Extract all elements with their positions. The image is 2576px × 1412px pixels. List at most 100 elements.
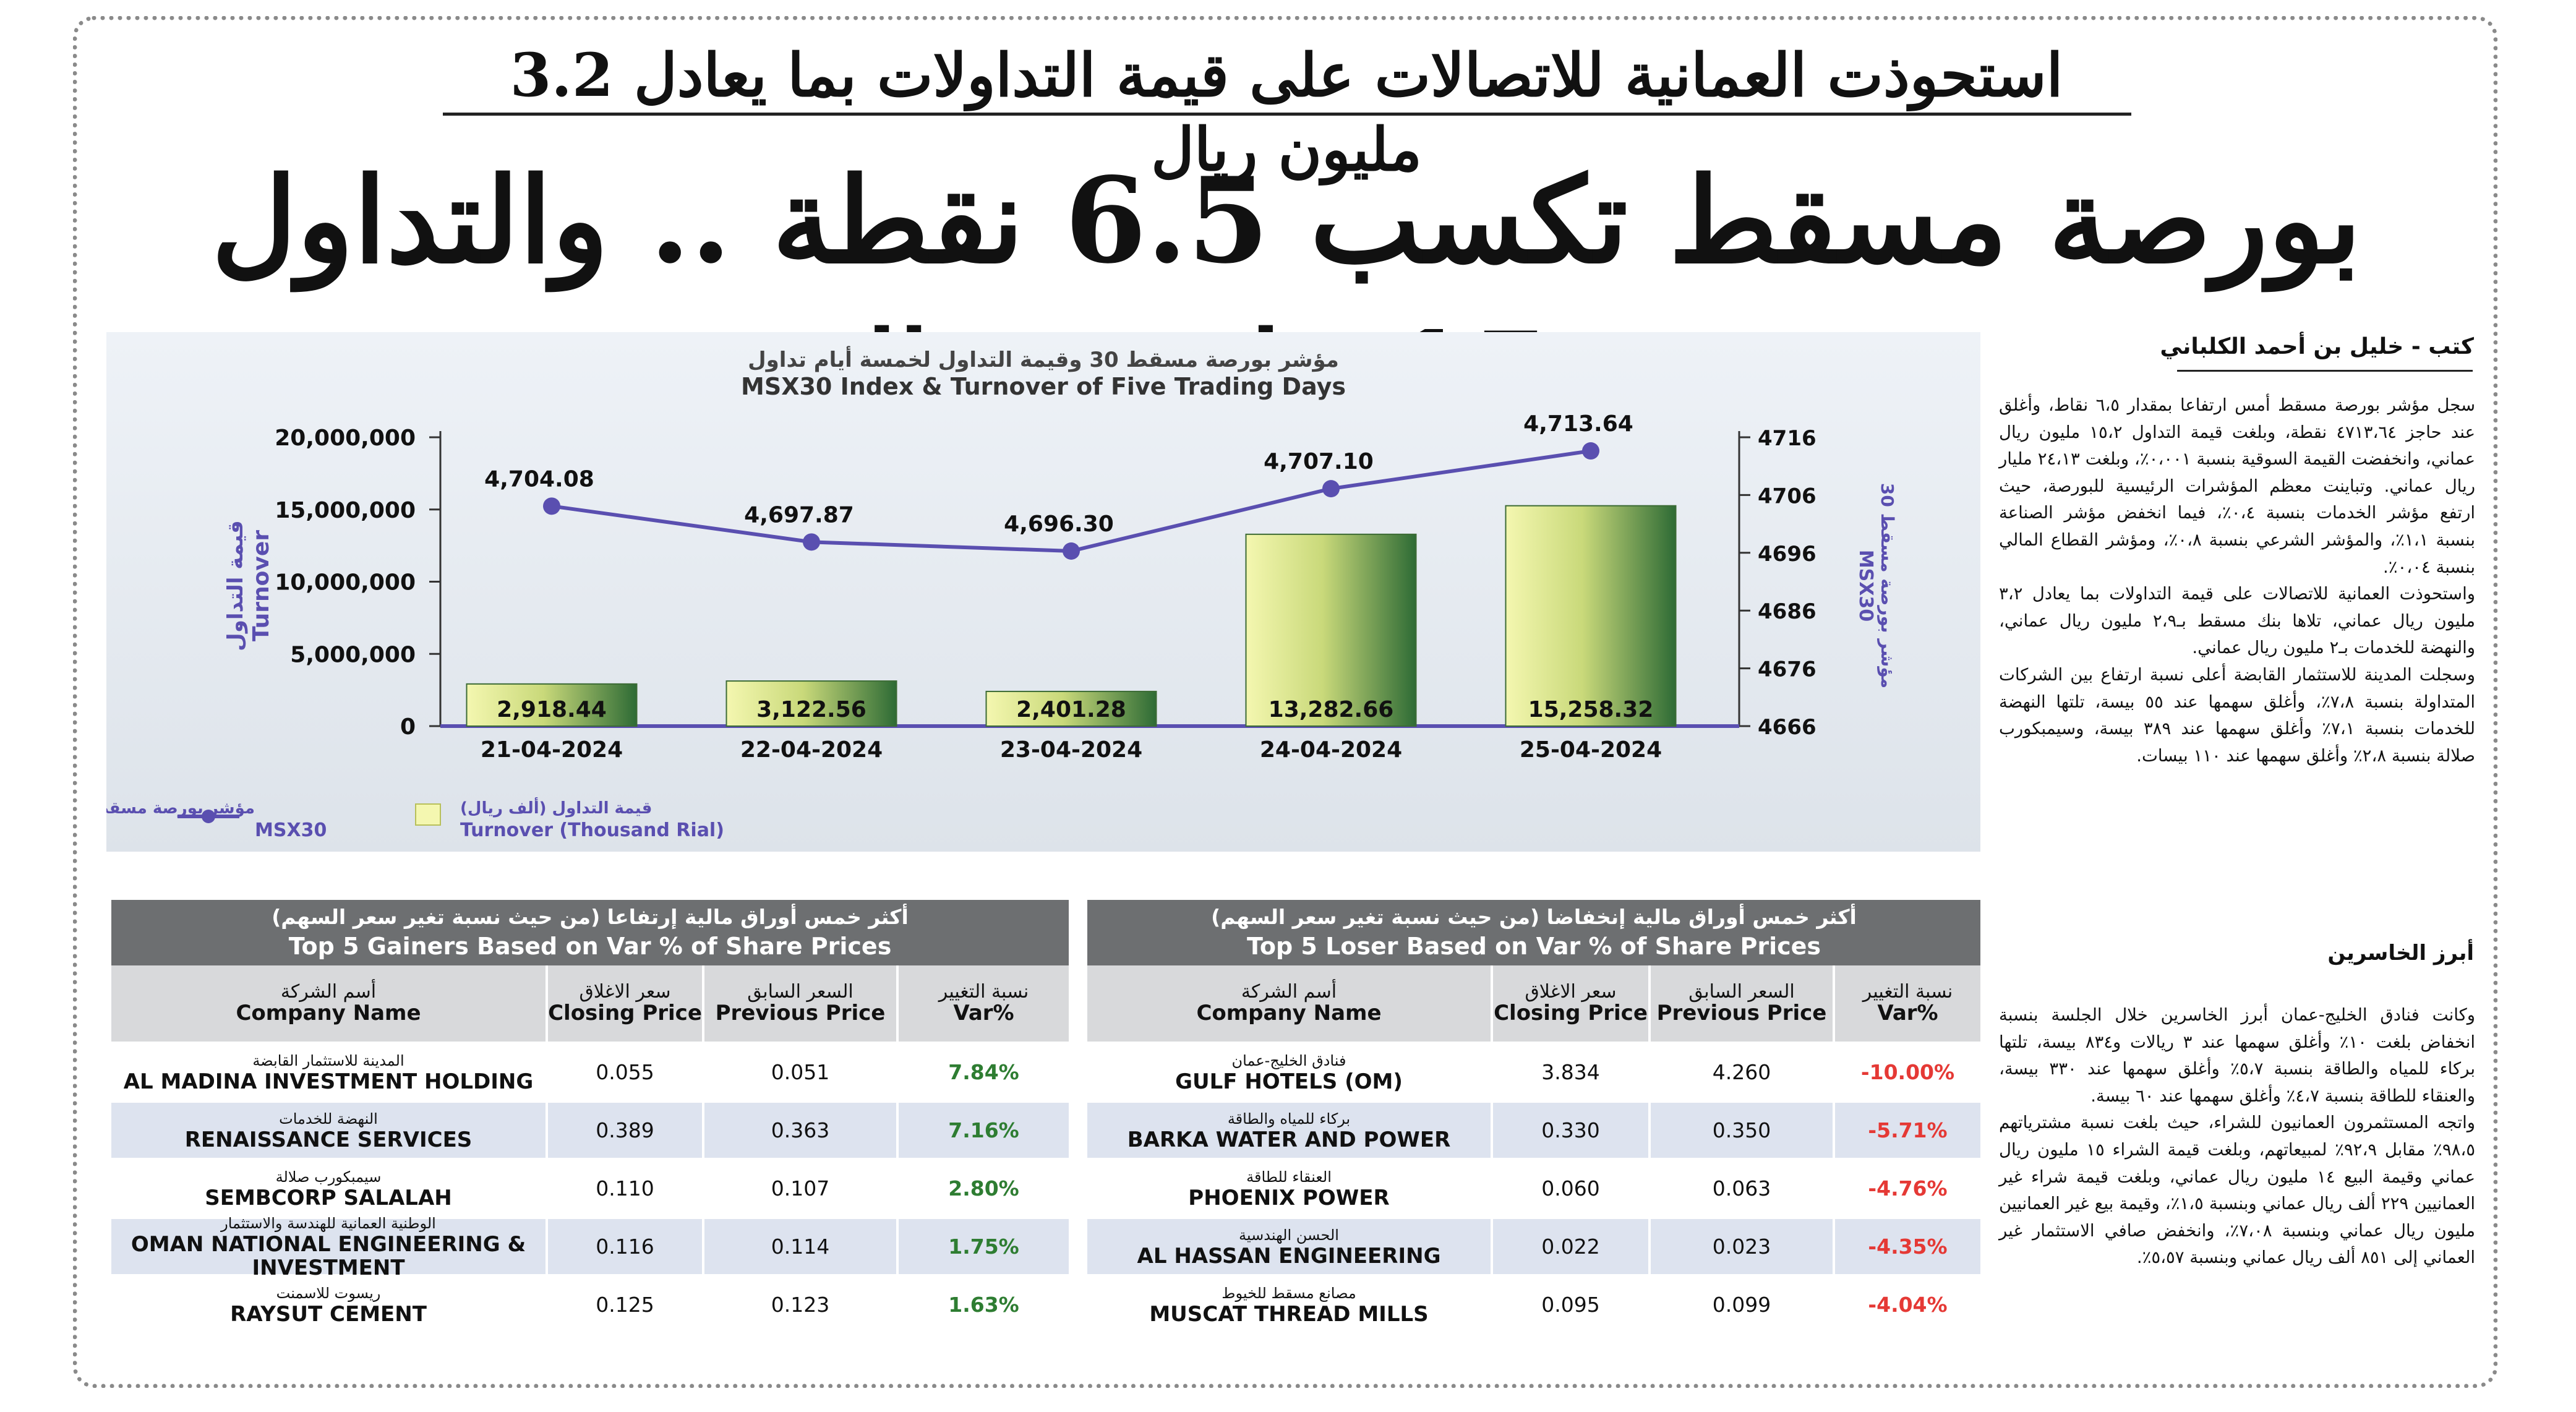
bar-value-label: 13,282.66: [1269, 697, 1394, 722]
closing-price-cell: 0.022: [1493, 1219, 1651, 1274]
company-name-ar: ريسوت للاسمنت: [276, 1284, 381, 1302]
turnover-bar: [725, 680, 897, 727]
article-paragraph: سجل مؤشر بورصة مسقط أمس ارتفاعا بمقدار ٦…: [1999, 395, 2476, 577]
byline-underline: [2177, 370, 2473, 372]
company-name-cell: بركاء للمياه والطاقة BARKA WATER AND POWE…: [1087, 1103, 1493, 1158]
company-name-ar: مصانع مسقط للخيوط: [1222, 1284, 1356, 1302]
company-name-cell: فنادق الخليج-عمان GULF HOTELS (OM): [1087, 1045, 1493, 1100]
legend-msx30-ar: مؤشر بورصة مسقط 30: [106, 799, 255, 818]
turnover-bar: [1245, 533, 1417, 727]
chart-title-en: MSX30 Index & Turnover of Five Trading D…: [741, 373, 1346, 400]
msx30-value-label: 4,697.87: [744, 502, 854, 528]
kicker-underline: [443, 113, 2131, 116]
article-paragraph: وسجلت المدينة للاستثمار القابضة أعلى نسب…: [1999, 664, 2475, 766]
company-name-en: MUSCAT THREAD MILLS: [1149, 1301, 1429, 1327]
previous-price-cell: 0.350: [1651, 1103, 1835, 1158]
var-percent-cell: 7.16%: [948, 1118, 1019, 1142]
left-tick-label: 0: [400, 714, 416, 740]
closing-price-cell: 0.389: [548, 1103, 704, 1158]
company-name-en: AL HASSAN ENGINEERING: [1137, 1243, 1441, 1269]
right-tick-label: 4706: [1758, 484, 1816, 508]
company-name-cell: المدينة للاستثمار القابضة AL MADINA INVES…: [111, 1045, 548, 1100]
company-name-ar: فنادق الخليج-عمان: [1231, 1051, 1346, 1069]
msx30-point: [1063, 542, 1080, 560]
company-name-en: OMAN NATIONAL ENGINEERING & INVESTMENT: [131, 1231, 526, 1280]
chart-title-ar: مؤشر بورصة مسقط 30 وقيمة التداول لخمسة أ…: [748, 348, 1339, 372]
right-tick-label: 4686: [1758, 599, 1816, 624]
header-company-name: أسم الشركة Company Name: [1087, 965, 1493, 1042]
article-paragraph: واستحوذت العمانية للاتصالات على قيمة الت…: [1999, 584, 2475, 658]
company-name-cell: النهضة للخدمات RENAISSANCE SERVICES: [111, 1103, 548, 1158]
losers-table-title: أكثر خمس أوراق مالية إنخفاضا (من حيث نسب…: [1087, 900, 1980, 965]
table-row: العنقاء للطاقة PHOENIX POWER 0.060 0.063 -4.…: [1087, 1161, 1980, 1219]
table-row: بركاء للمياه والطاقة BARKA WATER AND POWE…: [1087, 1103, 1980, 1161]
losers-title-ar: أكثر خمس أوراق مالية إنخفاضا (من حيث نسب…: [1211, 905, 1857, 929]
table-row: سيمبكورب صلالة SEMBCORP SALALAH 0.110 0.107…: [111, 1161, 1069, 1219]
x-tick-label: 24-04-2024: [1260, 737, 1402, 763]
header-company-name: أسم الشركة Company Name: [111, 965, 548, 1042]
closing-price-cell: 0.125: [548, 1277, 704, 1332]
left-tick-label: 20,000,000: [275, 426, 416, 451]
company-name-en: RENAISSANCE SERVICES: [184, 1127, 473, 1152]
turnover-bar: [466, 683, 638, 727]
table-row: الحسن الهندسية AL HASSAN ENGINEERING 0.022…: [1087, 1219, 1980, 1277]
header-previous-price: السعر السابق Previous Price: [1651, 965, 1835, 1042]
legend-turnover-ar: قيمة التداول (ألف ريال): [460, 797, 652, 818]
var-percent-cell: -5.71%: [1868, 1118, 1948, 1142]
gainers-title-en: Top 5 Gainers Based on Var % of Share Pr…: [288, 933, 892, 960]
article-subhead: أبرز الخاسرين: [2327, 941, 2474, 965]
msx30-value-label: 4,704.08: [484, 466, 594, 492]
var-percent-cell: -4.04%: [1868, 1293, 1948, 1317]
bar-value-label: 15,258.32: [1528, 697, 1654, 722]
legend-bar-swatch: [415, 803, 441, 826]
company-name-ar: المدينة للاستثمار القابضة: [252, 1051, 404, 1069]
losers-header-row: أسم الشركة Company Name سعر الاغلاق Clos…: [1087, 965, 1980, 1045]
gainers-title-ar: أكثر خمس أوراق مالية إرتفاعا (من حيث نسب…: [272, 905, 909, 929]
chart-plot: 0 5,000,000 10,000,000 15,000,000 20,000,000…: [106, 411, 1898, 841]
closing-price-cell: 0.110: [548, 1161, 704, 1216]
previous-price-cell: 0.099: [1651, 1277, 1835, 1332]
gainers-header-row: أسم الشركة Company Name سعر الاغلاق Clos…: [111, 965, 1069, 1045]
header-var-percent: نسبة التغيير Var%: [1862, 980, 1953, 1025]
x-tick-label: 21-04-2024: [481, 737, 623, 763]
company-name-cell: الوطنية العمانية للهندسة والاستثمار OMAN …: [111, 1215, 548, 1280]
company-name-cell: سيمبكورب صلالة SEMBCORP SALALAH: [111, 1161, 548, 1216]
table-row: الوطنية العمانية للهندسة والاستثمار OMAN …: [111, 1215, 1069, 1280]
top-losers-table: أكثر خمس أوراق مالية إنخفاضا (من حيث نسب…: [1087, 900, 1980, 1335]
msx30-point: [803, 533, 820, 551]
x-tick-label: 25-04-2024: [1520, 737, 1662, 763]
table-row: فنادق الخليج-عمان GULF HOTELS (OM) 3.834 4.…: [1087, 1045, 1980, 1103]
msx30-point: [1582, 442, 1599, 460]
var-percent-cell: 7.84%: [948, 1060, 1019, 1084]
msx30-point: [543, 497, 560, 515]
company-name-cell: مصانع مسقط للخيوط MUSCAT THREAD MILLS: [1087, 1277, 1493, 1332]
table-row: المدينة للاستثمار القابضة AL MADINA INVES…: [111, 1045, 1069, 1103]
var-percent-cell: -10.00%: [1860, 1060, 1955, 1084]
bar-value-label: 2,918.44: [497, 697, 607, 722]
company-name-en: BARKA WATER AND POWER: [1127, 1127, 1451, 1152]
company-name-en: AL MADINA INVESTMENT HOLDING: [123, 1069, 534, 1094]
bar-value-label: 2,401.28: [1016, 697, 1126, 722]
previous-price-cell: 0.023: [1651, 1219, 1835, 1274]
header-previous-price: السعر السابق Previous Price: [704, 965, 899, 1042]
msx30-value-label: 4,696.30: [1004, 511, 1114, 537]
previous-price-cell: 0.107: [704, 1161, 899, 1216]
var-percent-cell: 1.63%: [948, 1293, 1019, 1317]
header-closing-price: سعر الاغلاق Closing Price: [548, 965, 704, 1042]
var-percent-cell: 1.75%: [948, 1234, 1019, 1259]
company-name-ar: الحسن الهندسية: [1239, 1226, 1339, 1244]
losers-title-en: Top 5 Loser Based on Var % of Share Pric…: [1246, 933, 1821, 960]
company-name-en: PHOENIX POWER: [1188, 1185, 1390, 1210]
top-gainers-table: أكثر خمس أوراق مالية إرتفاعا (من حيث نسب…: [111, 900, 1069, 1335]
bar-value-label: 3,122.56: [756, 697, 867, 722]
company-name-ar: سيمبكورب صلالة: [275, 1168, 382, 1186]
right-tick-label: 4666: [1758, 715, 1816, 740]
x-tick-label: 22-04-2024: [740, 737, 883, 763]
msx30-value-label: 4,713.64: [1523, 411, 1633, 437]
article-paragraph: وكانت فنادق الخليج-عمان أبرز الخاسرين خل…: [1999, 1005, 2476, 1106]
turnover-bar: [1505, 505, 1677, 727]
x-tick-label: 23-04-2024: [1000, 737, 1142, 763]
previous-price-cell: 0.114: [704, 1219, 899, 1274]
msx30-turnover-chart: مؤشر بورصة مسقط 30 وقيمة التداول لخمسة أ…: [106, 332, 1980, 852]
